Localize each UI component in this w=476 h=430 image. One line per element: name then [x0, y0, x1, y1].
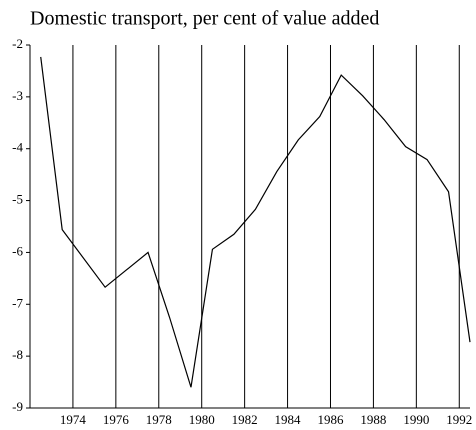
x-tick-label: 1986: [317, 412, 344, 427]
x-tick-label: 1988: [360, 412, 386, 427]
chart-title: Domestic transport, per cent of value ad…: [30, 8, 379, 30]
x-tick-label: 1978: [146, 412, 172, 427]
y-tick-label: -7: [12, 295, 23, 310]
x-tick-label: 1990: [403, 412, 429, 427]
x-tick-label: 1980: [189, 412, 215, 427]
y-tick-label: -6: [12, 243, 23, 258]
line-series: [40, 56, 471, 388]
y-tick-label: -9: [12, 399, 23, 414]
y-tick-label: -3: [12, 88, 23, 103]
x-tick-label: 1984: [275, 412, 302, 427]
x-tick-label: 1974: [60, 412, 87, 427]
y-tick-label: -4: [12, 140, 23, 155]
y-tick-label: -5: [12, 192, 23, 207]
x-tick-label: 1982: [232, 412, 258, 427]
y-tick-label: -8: [12, 347, 23, 362]
x-tick-label: 1992: [446, 412, 472, 427]
y-tick-label: -2: [12, 36, 23, 51]
x-tick-label: 1976: [103, 412, 130, 427]
